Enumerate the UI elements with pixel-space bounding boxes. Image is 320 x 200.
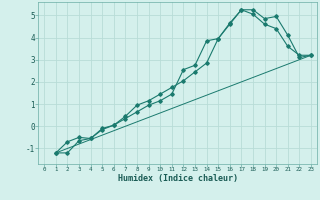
X-axis label: Humidex (Indice chaleur): Humidex (Indice chaleur): [118, 174, 238, 183]
